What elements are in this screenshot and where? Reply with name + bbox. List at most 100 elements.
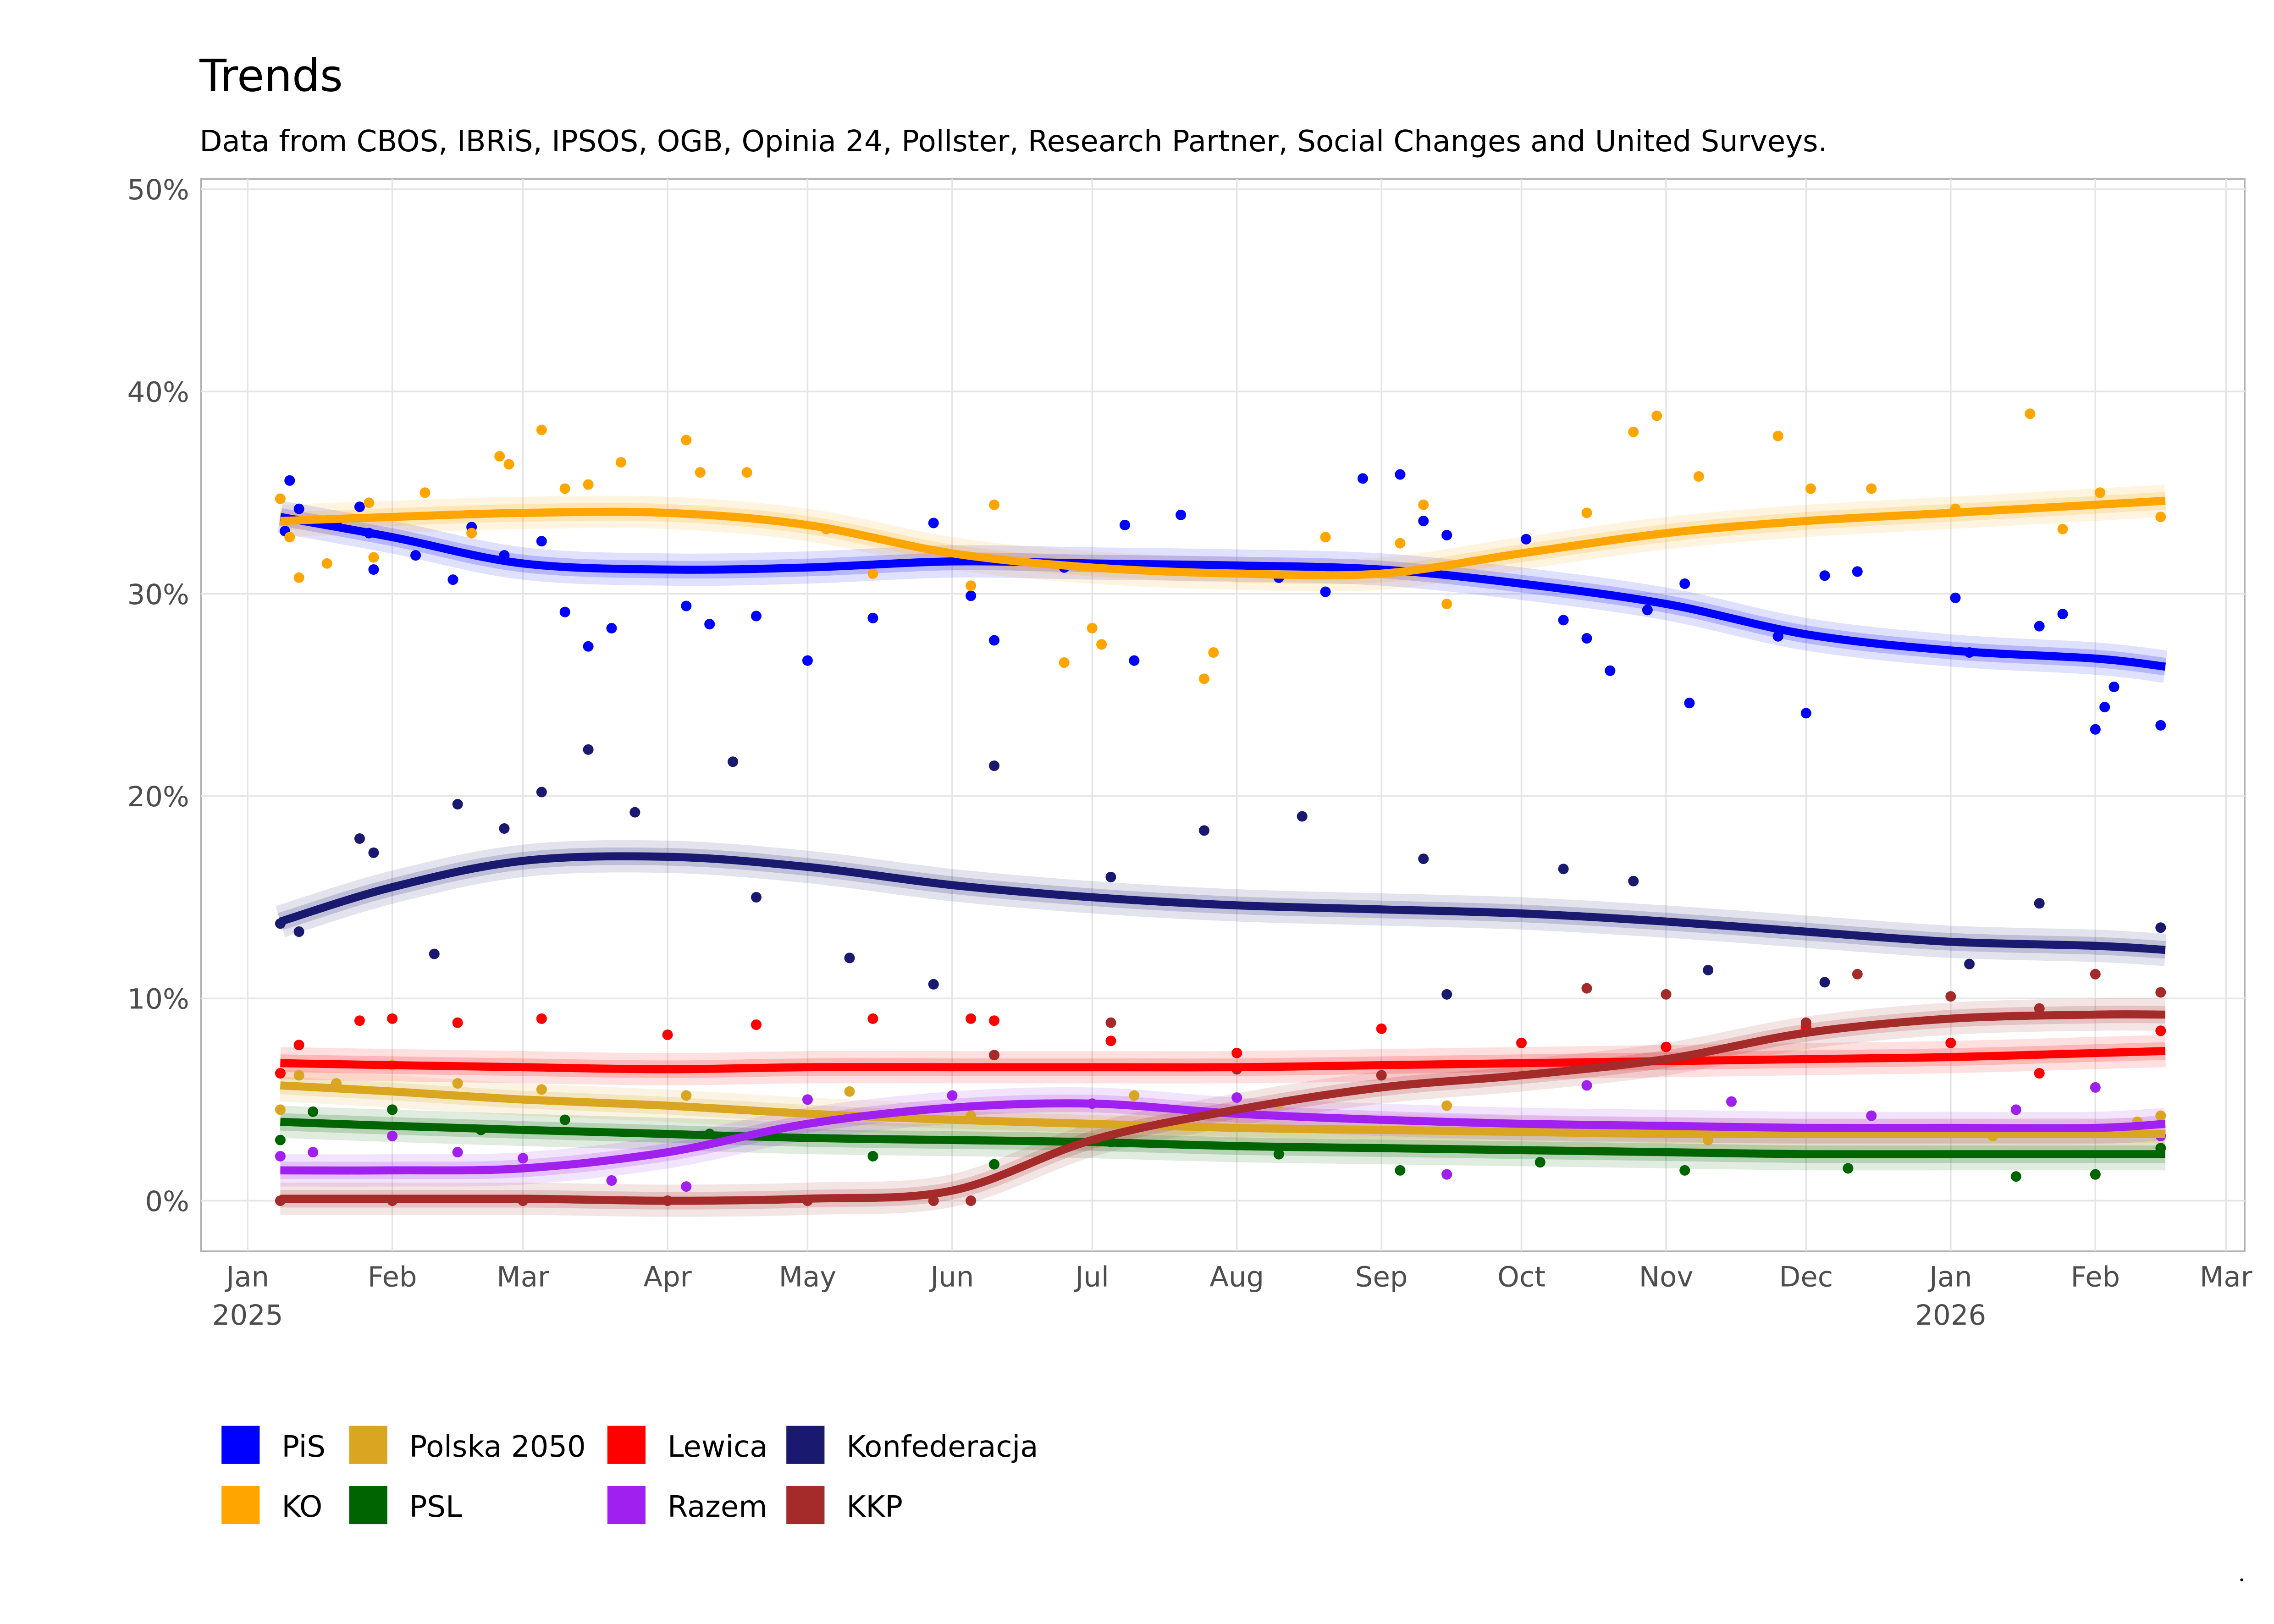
poll-point-razem [1866, 1110, 1877, 1121]
poll-point-konfederacja [751, 892, 762, 903]
poll-point-kkp [1852, 969, 1863, 980]
poll-point-lewica [662, 1029, 673, 1040]
poll-point-razem [947, 1090, 958, 1101]
panel-border [200, 178, 2246, 1252]
poll-point-lewica [536, 1013, 547, 1024]
poll-point-konfederacja [1105, 871, 1116, 882]
poll-point-pis [867, 612, 878, 623]
poll-point-pis [1642, 605, 1653, 616]
poll-point-psl [1273, 1149, 1284, 1160]
x-tick-label: Sep [1355, 1261, 1408, 1294]
poll-point-konfederacja [1628, 875, 1639, 886]
poll-point-pis [802, 655, 813, 666]
x-tick-label: May [779, 1261, 837, 1294]
legend-swatch [607, 1426, 646, 1464]
poll-point-razem [452, 1147, 463, 1158]
legend-item-kkp: KKP [786, 1486, 903, 1525]
poll-point-kkp [2155, 987, 2166, 998]
poll-point-razem [387, 1130, 398, 1141]
poll-point-psl [1843, 1163, 1854, 1174]
legend-label: Polska 2050 [409, 1430, 586, 1464]
poll-point-pis [1418, 516, 1429, 527]
legend-label: KKP [846, 1490, 903, 1524]
legend-item-ko: KO [221, 1486, 322, 1525]
y-axis: 0% 10% 20% 30% 40% 50% [127, 174, 189, 1218]
poll-point-razem [2090, 1082, 2101, 1093]
poll-point-razem [2010, 1104, 2021, 1115]
poll-point-ko [966, 580, 977, 591]
trend-line-kkp [280, 1010, 2165, 1205]
poll-point-ko [1096, 639, 1107, 650]
poll-point-konfederacja [2034, 898, 2045, 909]
trend-line-pis [279, 513, 2166, 671]
trend-line-polska-2050 [280, 1081, 2165, 1139]
poll-point-pis [536, 536, 547, 547]
poll-point-pis [293, 503, 304, 514]
poll-point-konfederacja [452, 798, 463, 810]
x-tick-label: Mar [2200, 1261, 2252, 1294]
poll-point-konfederacja [2155, 922, 2166, 933]
legend-item-konfederacja: Konfederacja [786, 1426, 1038, 1464]
poll-point-kkp [1800, 1017, 1811, 1028]
poll-point-lewica [2034, 1068, 2045, 1079]
legend-swatch [607, 1486, 646, 1525]
x-tick-label: Dec [1779, 1261, 1833, 1294]
poll-point-konfederacja [1198, 825, 1210, 836]
poll-point-psl [1395, 1165, 1406, 1176]
poll-point-razem [681, 1181, 692, 1192]
poll-point-konfederacja [429, 948, 440, 959]
legend-item-psl: PSL [349, 1486, 462, 1525]
poll-point-psl [988, 1159, 1000, 1170]
poll-point-ko [1805, 483, 1816, 494]
poll-point-pis [1950, 592, 1961, 603]
poll-point-pis [368, 564, 379, 575]
poll-point-razem [1441, 1169, 1452, 1180]
poll-point-ko [536, 424, 547, 435]
poll-point-pis [1395, 469, 1406, 480]
poll-point-ko [364, 497, 375, 508]
legend-swatch [221, 1426, 260, 1464]
poll-point-ko [1059, 657, 1070, 668]
y-tick-label: 40% [127, 377, 189, 409]
poll-point-ko [1320, 532, 1331, 543]
poll-point-razem [1726, 1096, 1737, 1107]
x-tick-label: Apr [644, 1261, 692, 1294]
poll-point-psl [1679, 1165, 1690, 1176]
poll-point-pis [704, 619, 715, 630]
poll-point-kkp [1581, 983, 1592, 994]
poll-point-ko [293, 572, 304, 583]
poll-point-ko [1651, 410, 1662, 421]
poll-point-kkp [1945, 991, 1956, 1002]
poll-point-lewica [354, 1015, 365, 1026]
poll-point-pis [1852, 566, 1863, 577]
poll-point-polska-2050 [1129, 1090, 1140, 1101]
poll-point-psl [867, 1151, 878, 1162]
poll-point-pis [1605, 665, 1616, 676]
poll-point-lewica [1661, 1041, 1672, 1052]
poll-point-razem [308, 1147, 319, 1158]
y-tick-label: 50% [127, 174, 189, 206]
corner-dot [2240, 1578, 2243, 1581]
poll-point-polska-2050 [275, 1104, 286, 1115]
x-tick-label: Feb [2071, 1261, 2120, 1294]
poll-point-polska-2050 [681, 1090, 692, 1101]
legend-swatch [786, 1426, 825, 1464]
poll-point-ko [1418, 499, 1429, 510]
poll-point-pis [1357, 473, 1369, 484]
legend-swatch [786, 1486, 825, 1525]
poll-point-konfederacja [988, 760, 1000, 771]
poll-point-konfederacja [728, 756, 739, 767]
poll-point-pis [1800, 708, 1811, 719]
poll-point-ko [284, 532, 295, 543]
gridlines [201, 179, 2245, 1251]
poll-point-pis [988, 635, 1000, 646]
poll-point-ko [2025, 408, 2036, 419]
poll-point-ko [368, 552, 379, 563]
poll-point-lewica [387, 1013, 398, 1024]
poll-point-polska-2050 [536, 1084, 547, 1095]
poll-point-konfederacja [1703, 964, 1714, 975]
poll-point-ko [1208, 647, 1219, 658]
poll-point-pis [583, 641, 594, 652]
poll-point-pis [1176, 509, 1187, 520]
poll-point-konfederacja [499, 823, 510, 834]
